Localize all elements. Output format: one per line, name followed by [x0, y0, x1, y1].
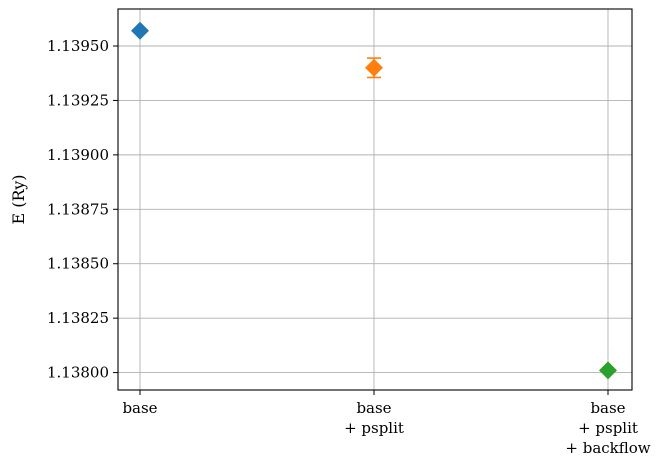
x-tick-label: + backflow [565, 439, 650, 457]
y-tick-label: 1.13875 [47, 200, 109, 218]
x-axis-ticks: base base + psplit base + psplit + backflow [122, 390, 650, 457]
x-tick-label: + psplit [578, 419, 638, 437]
data-point-diamond [599, 361, 617, 379]
y-tick-label: 1.13825 [47, 309, 109, 327]
y-tick-label: 1.13900 [47, 146, 109, 164]
x-tick-label: base [590, 399, 625, 417]
data-point-diamond [131, 22, 149, 40]
x-tick-label: base [356, 399, 391, 417]
y-tick-label: 1.13850 [47, 255, 109, 273]
x-tick-label: + psplit [344, 419, 404, 437]
x-tick-label: base [122, 399, 157, 417]
y-axis-label: E (Ry) [9, 174, 28, 224]
y-axis-ticks: 1.13800 1.13825 1.13850 1.13875 1.13900 1.139… [47, 37, 118, 382]
data-point-diamond [365, 59, 383, 77]
y-tick-label: 1.13950 [47, 37, 109, 55]
y-tick-label: 1.13925 [47, 91, 109, 109]
y-tick-label: 1.13800 [47, 364, 109, 382]
